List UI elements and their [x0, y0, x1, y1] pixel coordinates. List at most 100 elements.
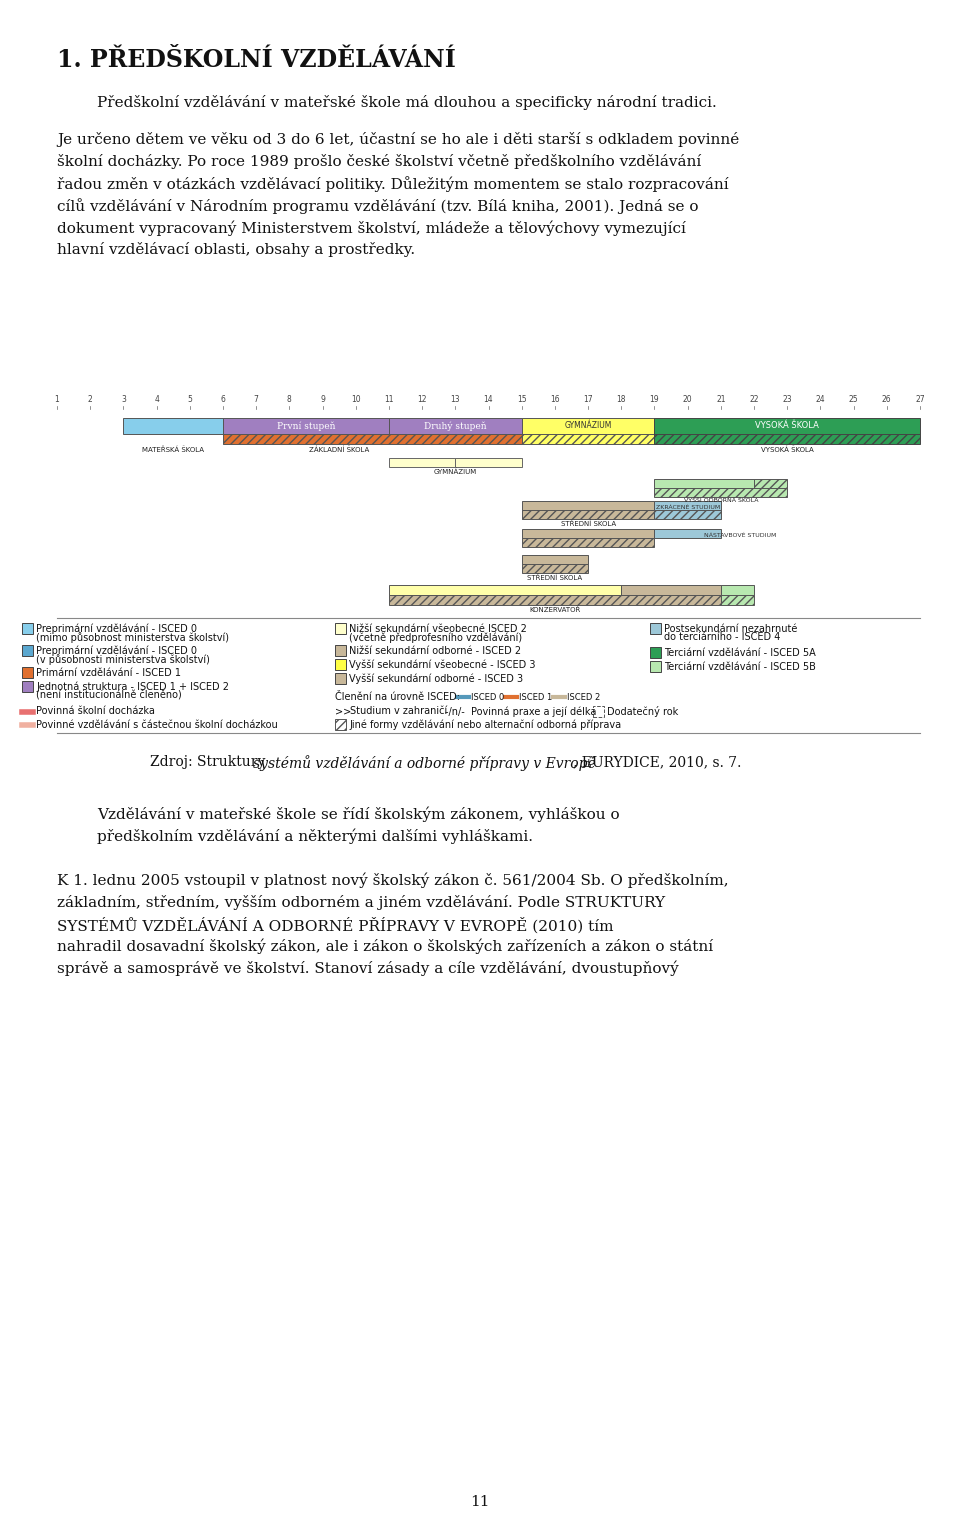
Text: Terciární vzdělávání - ISCED 5A: Terciární vzdělávání - ISCED 5A [664, 648, 816, 657]
Text: NÁSTAVBOVÉ STUDIUM: NÁSTAVBOVÉ STUDIUM [705, 533, 777, 537]
Text: Povinná školní docházka: Povinná školní docházka [36, 706, 155, 716]
Text: Terciární vzdělávání - ISCED 5B: Terciární vzdělávání - ISCED 5B [664, 662, 816, 671]
Bar [655, 528, 721, 537]
Text: Primární vzdělávání - ISCED 1: Primární vzdělávání - ISCED 1 [36, 668, 181, 677]
Text: ISCED 0: ISCED 0 [471, 692, 504, 701]
Text: předškolním vzdělávání a některými dalšími vyhláškami.: předškolním vzdělávání a některými další… [97, 829, 533, 844]
Text: 11: 11 [384, 395, 394, 404]
Text: KONZERVATOŘ: KONZERVATOŘ [529, 606, 581, 612]
Text: 18: 18 [616, 395, 626, 404]
Text: VYSOKÁ ŠKOLA: VYSOKÁ ŠKOLA [756, 422, 819, 431]
Text: Dodatečný rok: Dodatečný rok [607, 706, 679, 716]
Bar [335, 622, 346, 635]
Text: STŘEDNÍ ŠKOLA: STŘEDNÍ ŠKOLA [561, 521, 615, 527]
Text: 19: 19 [650, 395, 660, 404]
Text: 4: 4 [155, 395, 159, 404]
Text: SYSTÉMŮ VZDĚLÁVÁNÍ A ODBORNÉ PŘÍPRAVY V EVROPĚ (2010) tím: SYSTÉMŮ VZDĚLÁVÁNÍ A ODBORNÉ PŘÍPRAVY V … [57, 917, 613, 934]
Text: nahradil dosavadní školský zákon, ale i zákon o školských zařízeních a zákon o s: nahradil dosavadní školský zákon, ale i … [57, 940, 713, 955]
Text: Vyšší sekundární všeobecné - ISCED 3: Vyšší sekundární všeobecné - ISCED 3 [349, 659, 536, 669]
Text: dokument vypracovaný Ministerstvem školství, mládeže a tělovýchovy vymezující: dokument vypracovaný Ministerstvem škols… [57, 220, 685, 235]
Text: 7: 7 [253, 395, 258, 404]
Bar [335, 720, 346, 730]
Bar [655, 480, 754, 487]
Bar [521, 565, 588, 572]
Bar [621, 584, 721, 595]
Text: 1. PŘEDŠKOLNÍ VZDĚLÁVÁNÍ: 1. PŘEDŠKOLNÍ VZDĚLÁVÁNÍ [57, 49, 456, 71]
Text: ISCED 2: ISCED 2 [567, 692, 600, 701]
Text: Jednotná struktura - ISCED 1 + ISCED 2: Jednotná struktura - ISCED 1 + ISCED 2 [36, 682, 229, 692]
Bar [335, 672, 346, 685]
Text: 16: 16 [550, 395, 560, 404]
Text: Nižší sekundární všeobecné ISCED 2: Nižší sekundární všeobecné ISCED 2 [349, 624, 527, 633]
Text: základním, středním, vyšším odborném a jiném vzdělávání. Podle STRUKTURY: základním, středním, vyšším odborném a j… [57, 896, 665, 909]
Bar [650, 647, 661, 657]
Text: Předškolní vzdělávání v mateřské škole má dlouhou a specificky národní tradici.: Předškolní vzdělávání v mateřské škole m… [97, 96, 717, 109]
Text: 14: 14 [484, 395, 493, 404]
Bar [655, 434, 920, 443]
Text: hlavní vzdělávací oblasti, obsahy a prostředky.: hlavní vzdělávací oblasti, obsahy a pros… [57, 241, 415, 257]
Text: 3: 3 [121, 395, 126, 404]
Bar [655, 487, 787, 496]
Text: školní docházky. Po roce 1989 prošlo české školství včetně předškolního vzdělává: školní docházky. Po roce 1989 prošlo čes… [57, 153, 701, 168]
Bar [650, 660, 661, 672]
Bar [22, 622, 33, 635]
Text: 5: 5 [187, 395, 192, 404]
Bar [754, 480, 787, 487]
Text: GYMNÁZIUM: GYMNÁZIUM [564, 422, 612, 431]
Bar [521, 510, 655, 519]
Text: 9: 9 [320, 395, 325, 404]
Text: 20: 20 [683, 395, 692, 404]
Text: >>: >> [335, 706, 351, 716]
Text: (v působnosti ministerstva školství): (v působnosti ministerstva školství) [36, 654, 210, 665]
Text: 27: 27 [915, 395, 924, 404]
Text: Postsekundární nezahrnuté: Postsekundární nezahrnuté [664, 624, 798, 633]
Bar [22, 645, 33, 656]
Bar [124, 417, 223, 434]
Bar [521, 556, 588, 565]
Text: správě a samosprávě ve školství. Stanoví zásady a cíle vzdělávání, dvoustupňový: správě a samosprávě ve školství. Stanoví… [57, 961, 679, 976]
Bar [22, 666, 33, 679]
Text: (včetně předprofesního vzdělávání): (včetně předprofesního vzdělávání) [349, 633, 522, 642]
Bar [389, 417, 521, 434]
Bar [335, 659, 346, 669]
Text: (mimo působnost ministerstva školství): (mimo působnost ministerstva školství) [36, 631, 229, 644]
Bar [650, 622, 661, 635]
Text: 23: 23 [782, 395, 792, 404]
Text: 11: 11 [470, 1495, 490, 1509]
Text: 21: 21 [716, 395, 726, 404]
Text: 26: 26 [882, 395, 892, 404]
Text: GYMNÁZIUM: GYMNÁZIUM [434, 468, 477, 475]
Bar [389, 584, 621, 595]
Bar [521, 501, 655, 510]
Text: 10: 10 [351, 395, 361, 404]
Bar [223, 417, 389, 434]
Bar [521, 537, 655, 546]
Text: 8: 8 [287, 395, 292, 404]
Text: Zdroj: Struktury: Zdroj: Struktury [150, 754, 270, 770]
Text: , EURYDICE, 2010, s. 7.: , EURYDICE, 2010, s. 7. [573, 754, 741, 770]
Text: Jiné formy vzdělávání nebo alternační odborná příprava: Jiné formy vzdělávání nebo alternační od… [349, 720, 621, 730]
Bar [521, 528, 655, 537]
Text: Studium v zahraničí: Studium v zahraničí [350, 706, 447, 716]
Text: řadou změn v otázkách vzdělávací politiky. Důležitým momentem se stalo rozpracov: řadou změn v otázkách vzdělávací politik… [57, 176, 729, 191]
Text: Preprimární vzdělávání - ISCED 0: Preprimární vzdělávání - ISCED 0 [36, 624, 197, 633]
Text: VYSOKÁ ŠKOLA: VYSOKÁ ŠKOLA [761, 446, 814, 452]
Text: 25: 25 [849, 395, 858, 404]
Bar [389, 458, 455, 468]
Bar [389, 595, 721, 606]
Bar [655, 417, 920, 434]
Text: ZÁKLADNÍ ŠKOLA: ZÁKLADNÍ ŠKOLA [309, 446, 370, 452]
Text: -/n/-  Povinná praxe a její délka: -/n/- Povinná praxe a její délka [445, 706, 596, 716]
Text: 24: 24 [816, 395, 826, 404]
Text: MATEŘSKÁ ŠKOLA: MATEŘSKÁ ŠKOLA [142, 446, 204, 452]
Text: Druhý stupeň: Druhý stupeň [424, 422, 487, 431]
Text: STŘEDNÍ ŠKOLA: STŘEDNÍ ŠKOLA [527, 574, 583, 580]
Text: Povinné vzdělávání s částečnou školní docházkou: Povinné vzdělávání s částečnou školní do… [36, 720, 277, 730]
Text: Preprimární vzdělávání - ISCED 0: Preprimární vzdělávání - ISCED 0 [36, 645, 197, 656]
Text: Vzdělávání v mateřské škole se řídí školským zákonem, vyhláškou o: Vzdělávání v mateřské škole se řídí škol… [97, 808, 619, 823]
Bar [721, 595, 754, 606]
Text: Je určeno dětem ve věku od 3 do 6 let, účastní se ho ale i děti starší s odklade: Je určeno dětem ve věku od 3 do 6 let, ú… [57, 132, 739, 147]
Text: systémů vzdělávání a odborné přípravy v Evropě: systémů vzdělávání a odborné přípravy v … [253, 754, 596, 771]
Text: ZKRÁCENÉ STUDIUM: ZKRÁCENÉ STUDIUM [656, 505, 720, 510]
Text: Členění na úrovně ISCED:: Členění na úrovně ISCED: [335, 692, 460, 701]
